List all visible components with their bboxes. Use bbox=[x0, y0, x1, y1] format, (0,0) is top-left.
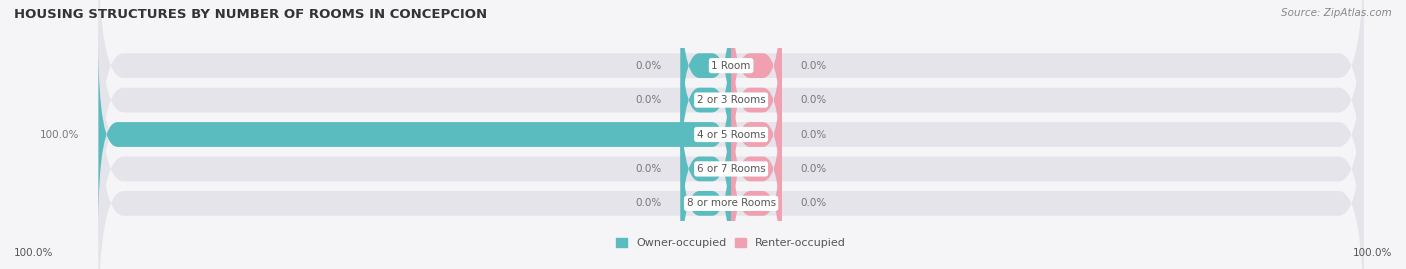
FancyBboxPatch shape bbox=[98, 78, 1364, 269]
FancyBboxPatch shape bbox=[98, 0, 1364, 191]
FancyBboxPatch shape bbox=[731, 44, 782, 225]
Text: 100.0%: 100.0% bbox=[39, 129, 79, 140]
Text: 0.0%: 0.0% bbox=[636, 198, 661, 208]
FancyBboxPatch shape bbox=[731, 78, 782, 260]
FancyBboxPatch shape bbox=[731, 112, 782, 269]
Text: 8 or more Rooms: 8 or more Rooms bbox=[686, 198, 776, 208]
Text: 0.0%: 0.0% bbox=[636, 95, 661, 105]
Text: 0.0%: 0.0% bbox=[800, 129, 827, 140]
Text: 100.0%: 100.0% bbox=[14, 248, 53, 258]
FancyBboxPatch shape bbox=[98, 9, 1364, 260]
FancyBboxPatch shape bbox=[731, 0, 782, 157]
Text: 0.0%: 0.0% bbox=[800, 61, 827, 71]
FancyBboxPatch shape bbox=[681, 9, 731, 191]
Text: 4 or 5 Rooms: 4 or 5 Rooms bbox=[697, 129, 765, 140]
Text: Source: ZipAtlas.com: Source: ZipAtlas.com bbox=[1281, 8, 1392, 18]
FancyBboxPatch shape bbox=[98, 44, 1364, 269]
FancyBboxPatch shape bbox=[681, 78, 731, 260]
Text: 6 or 7 Rooms: 6 or 7 Rooms bbox=[697, 164, 765, 174]
FancyBboxPatch shape bbox=[98, 44, 731, 225]
Text: 0.0%: 0.0% bbox=[800, 164, 827, 174]
Text: 0.0%: 0.0% bbox=[636, 164, 661, 174]
FancyBboxPatch shape bbox=[681, 0, 731, 157]
Text: 0.0%: 0.0% bbox=[636, 61, 661, 71]
Text: 0.0%: 0.0% bbox=[800, 95, 827, 105]
FancyBboxPatch shape bbox=[731, 9, 782, 191]
Text: 100.0%: 100.0% bbox=[1353, 248, 1392, 258]
Text: 1 Room: 1 Room bbox=[711, 61, 751, 71]
Legend: Owner-occupied, Renter-occupied: Owner-occupied, Renter-occupied bbox=[612, 234, 851, 253]
Text: 0.0%: 0.0% bbox=[800, 198, 827, 208]
FancyBboxPatch shape bbox=[681, 112, 731, 269]
FancyBboxPatch shape bbox=[98, 0, 1364, 225]
Text: HOUSING STRUCTURES BY NUMBER OF ROOMS IN CONCEPCION: HOUSING STRUCTURES BY NUMBER OF ROOMS IN… bbox=[14, 8, 488, 21]
Text: 2 or 3 Rooms: 2 or 3 Rooms bbox=[697, 95, 765, 105]
